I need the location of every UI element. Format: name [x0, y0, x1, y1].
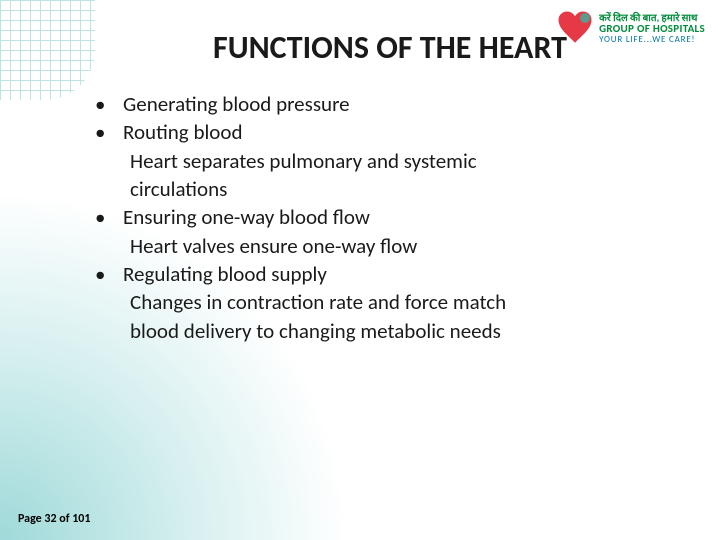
content-area: •Generating blood pressure•Routing blood… [95, 90, 655, 345]
bullet-item: •Ensuring one-way blood flow [95, 203, 655, 231]
bullet-text: Ensuring one-way blood flow [123, 203, 655, 231]
bullet-subtext: Heart valves ensure one-way flow [95, 232, 655, 260]
bullet-subtext: Heart separates pulmonary and systemic [95, 147, 655, 175]
bullet-marker: • [95, 90, 123, 118]
bullet-subtext: Changes in contraction rate and force ma… [95, 288, 655, 316]
bullet-text: Generating blood pressure [123, 90, 655, 118]
bullet-text: Regulating blood supply [123, 260, 655, 288]
page-number: Page 32 of 101 [18, 512, 90, 526]
bullet-subtext: circulations [95, 175, 655, 203]
bullet-marker: • [95, 260, 123, 288]
bullet-item: •Routing blood [95, 118, 655, 146]
logo-hindi: करें दिल की बात, हमारे साथ [599, 12, 705, 23]
bullet-item: •Regulating blood supply [95, 260, 655, 288]
bullet-marker: • [95, 118, 123, 146]
bullet-text: Routing blood [123, 118, 655, 146]
bullet-subtext: blood delivery to changing metabolic nee… [95, 317, 655, 345]
bullet-item: •Generating blood pressure [95, 90, 655, 118]
bullet-marker: • [95, 203, 123, 231]
page-title: FUNCTIONS OF THE HEART [0, 28, 720, 67]
